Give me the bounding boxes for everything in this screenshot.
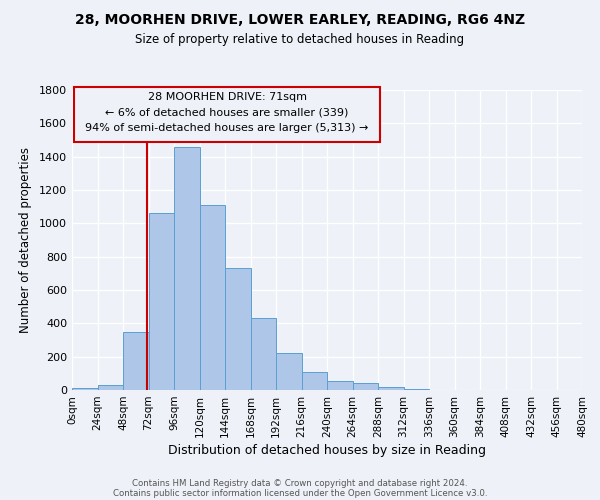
- Text: Contains HM Land Registry data © Crown copyright and database right 2024.: Contains HM Land Registry data © Crown c…: [132, 478, 468, 488]
- X-axis label: Distribution of detached houses by size in Reading: Distribution of detached houses by size …: [168, 444, 486, 457]
- Text: Size of property relative to detached houses in Reading: Size of property relative to detached ho…: [136, 32, 464, 46]
- Bar: [199, 205, 225, 390]
- Text: Contains public sector information licensed under the Open Government Licence v3: Contains public sector information licen…: [113, 488, 487, 498]
- Bar: [378, 387, 404, 390]
- Bar: [72, 388, 97, 390]
- Text: 28, MOORHEN DRIVE, LOWER EARLEY, READING, RG6 4NZ: 28, MOORHEN DRIVE, LOWER EARLEY, READING…: [75, 12, 525, 26]
- Bar: [225, 268, 251, 390]
- Bar: [97, 385, 123, 390]
- Bar: [123, 332, 149, 390]
- Bar: [251, 318, 276, 390]
- Bar: [174, 146, 199, 390]
- Y-axis label: Number of detached properties: Number of detached properties: [19, 147, 32, 333]
- Bar: [404, 389, 429, 390]
- Bar: [327, 381, 353, 390]
- FancyBboxPatch shape: [74, 86, 380, 142]
- Bar: [276, 352, 302, 390]
- Bar: [302, 372, 327, 390]
- Bar: [149, 214, 174, 390]
- Bar: [353, 384, 378, 390]
- Text: 28 MOORHEN DRIVE: 71sqm
← 6% of detached houses are smaller (339)
94% of semi-de: 28 MOORHEN DRIVE: 71sqm ← 6% of detached…: [85, 92, 369, 134]
